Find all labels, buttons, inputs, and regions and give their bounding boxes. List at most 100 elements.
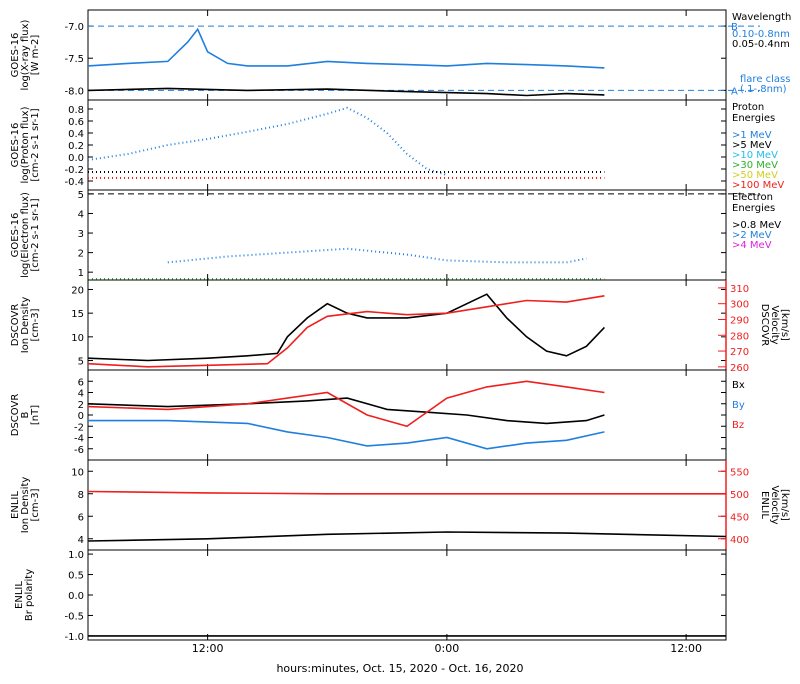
right-axis-title-line: Velocity	[769, 485, 780, 524]
right-y-tick-label: 550	[730, 467, 749, 478]
panel-proton: -0.4-0.20.00.20.40.60.8 GOES-16 log(Proton…	[10, 99, 784, 191]
right-y-tick-label: 270	[730, 347, 749, 358]
y-axis-title-line: [cm-2 s-1 sr-1]	[30, 108, 41, 181]
right-y-tick-label: 450	[730, 512, 749, 523]
legend-item: 0.10-0.8nm	[732, 29, 790, 40]
y-tick-label: -4	[74, 434, 84, 445]
panel-frame	[87, 459, 727, 551]
legend-item: 0.05-0.4nm	[732, 39, 790, 50]
panel-frame	[87, 369, 727, 461]
right-axis-title-line: Velocity	[769, 305, 780, 344]
y-axis-title-line: ENLIL	[10, 491, 21, 519]
series-0-05-0-4nm	[87, 87, 605, 97]
y-tick-label: 8	[78, 490, 84, 501]
legend-item: By	[732, 400, 745, 411]
series--2-mev	[167, 247, 587, 264]
legend-item: >100 MeV	[732, 180, 784, 191]
legend-item: Bz	[732, 420, 744, 431]
series--1-mev	[87, 106, 448, 176]
y-tick-label: 0.6	[68, 117, 84, 128]
y-tick-label: 15	[71, 309, 84, 320]
y-axis-title-line: GOES-16	[10, 213, 21, 258]
y-tick-label: 2	[78, 400, 84, 411]
y-tick-label: 0.5	[68, 571, 84, 582]
y-axis-title-line: DSCOVR	[10, 304, 21, 347]
series-0-10-0-8nm	[87, 27, 605, 69]
legend-item: >0.8 MeV	[732, 220, 781, 231]
legend-item: >30 MeV	[732, 160, 778, 171]
x-axis-title: hours:minutes, Oct. 15, 2020 - Oct. 16, …	[276, 662, 524, 675]
y-tick-label: 2	[78, 249, 84, 260]
y-tick-label: 0.0	[68, 591, 84, 602]
y-axis-title-line: ENLIL	[14, 581, 25, 609]
right-y-tick-label: 260	[730, 363, 749, 374]
right-y-tick-label: 280	[730, 331, 749, 342]
y-tick-label: -6	[74, 445, 84, 456]
y-tick-label: 1	[78, 268, 84, 279]
y-tick-label: 1.0	[68, 550, 84, 561]
right-axis-title-line: [km/s]	[779, 309, 790, 341]
legend-title: Energies	[732, 203, 775, 214]
legend-item: >50 MeV	[732, 170, 778, 181]
panel-frame	[87, 279, 727, 371]
panel-frame	[87, 189, 727, 281]
y-tick-label: 0.8	[68, 105, 84, 116]
y-axis-title-line: B	[20, 411, 31, 418]
y-axis-title-line: log(X-ray flux)	[20, 19, 31, 90]
y-axis-title-line: GOES-16	[10, 123, 21, 168]
right-axis-title-line: DSCOVR	[759, 304, 770, 347]
legend-extra: (.1-.8nm)	[740, 84, 787, 95]
y-tick-label: -0.4	[64, 177, 84, 188]
legend-title: Energies	[732, 113, 775, 124]
legend-item: >4 MeV	[732, 240, 772, 251]
y-tick-label: -7.5	[64, 54, 84, 65]
panel-frame	[87, 549, 727, 641]
x-tick-label: 12:00	[192, 642, 224, 655]
y-axis-title-line: Ion Density	[20, 477, 31, 534]
right-y-tick-label: 500	[730, 490, 749, 501]
legend-item: >2 MeV	[732, 230, 772, 241]
y-axis-title-line: [nT]	[30, 405, 41, 425]
y-tick-label: 4	[78, 535, 84, 546]
legend-item: >1 MeV	[732, 130, 772, 141]
y-tick-label: 5	[78, 357, 84, 368]
y-axis-title-line: [cm-3]	[30, 488, 41, 521]
y-axis-title-line: [cm-3]	[30, 308, 41, 341]
series-ion-density	[87, 531, 727, 542]
y-tick-label: 0	[78, 411, 84, 422]
y-tick-label: 0.2	[68, 141, 84, 152]
right-y-tick-label: 290	[730, 315, 749, 326]
y-tick-label: -1.0	[64, 632, 84, 643]
series-bz	[87, 380, 605, 428]
y-axis-title-line: log(Proton flux)	[20, 106, 31, 183]
y-tick-label: 4	[78, 209, 84, 220]
series-by	[88, 419, 605, 450]
x-tick-label: 0:00	[435, 642, 460, 655]
legend-item: >10 MeV	[732, 150, 778, 161]
y-axis-title-line: DSCOVR	[10, 394, 21, 437]
panel-xray: -8.0 -7.5 -7.0 GOES-16 log(X-ray flux) [W m-2…	[10, 9, 791, 101]
y-tick-label: 5	[78, 190, 84, 201]
legend-title: Wavelength	[732, 12, 791, 23]
legend-item: >5 MeV	[732, 140, 772, 151]
legend-item: Bx	[732, 380, 745, 391]
y-tick-label: 3	[78, 229, 84, 240]
legend-extra: flare class	[740, 74, 790, 85]
right-y-tick-label: 300	[730, 300, 749, 311]
y-tick-label: 6	[78, 377, 84, 388]
panel-frame	[87, 99, 727, 191]
y-tick-label: -2	[74, 422, 84, 433]
threshold-label: A	[731, 86, 738, 97]
y-tick-label: 4	[78, 389, 84, 400]
y-tick-label: 0.4	[68, 129, 84, 140]
series-bx	[87, 397, 605, 425]
y-tick-label: -7.0	[64, 22, 84, 33]
y-tick-label: 6	[78, 512, 84, 523]
right-y-tick-label: 400	[730, 535, 749, 546]
y-tick-label: -8.0	[64, 86, 84, 97]
series-velocity	[87, 295, 605, 368]
y-tick-label: 0.0	[68, 153, 84, 164]
